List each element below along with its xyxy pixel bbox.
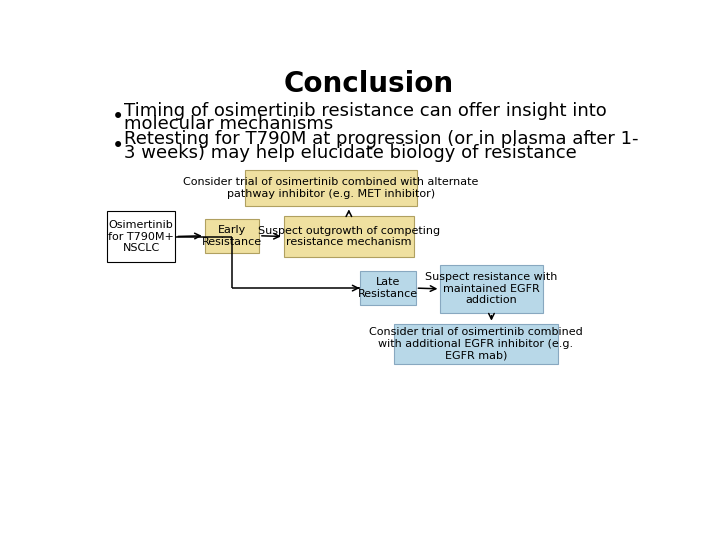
Text: Early
Resistance: Early Resistance bbox=[202, 225, 262, 247]
Text: Suspect resistance with
maintained EGFR
addiction: Suspect resistance with maintained EGFR … bbox=[426, 272, 557, 306]
Text: •: • bbox=[112, 107, 124, 127]
FancyBboxPatch shape bbox=[284, 215, 414, 257]
Text: Consider trial of osimertinib combined with alternate
pathway inhibitor (e.g. ME: Consider trial of osimertinib combined w… bbox=[184, 177, 479, 199]
FancyBboxPatch shape bbox=[394, 323, 558, 363]
Text: Conclusion: Conclusion bbox=[284, 70, 454, 98]
Text: 3 weeks) may help elucidate biology of resistance: 3 weeks) may help elucidate biology of r… bbox=[124, 144, 577, 161]
Text: Late
Resistance: Late Resistance bbox=[358, 278, 418, 299]
Text: Consider trial of osimertinib combined
with additional EGFR inhibitor (e.g.
EGFR: Consider trial of osimertinib combined w… bbox=[369, 327, 582, 360]
Text: •: • bbox=[112, 136, 124, 156]
FancyBboxPatch shape bbox=[441, 265, 543, 313]
FancyBboxPatch shape bbox=[204, 219, 259, 253]
Text: Osimertinib
for T790M+
NSCLC: Osimertinib for T790M+ NSCLC bbox=[108, 220, 174, 253]
Text: molecular mechanisms: molecular mechanisms bbox=[124, 115, 333, 133]
FancyBboxPatch shape bbox=[107, 211, 175, 262]
FancyBboxPatch shape bbox=[245, 170, 417, 206]
Text: Timing of osimertinib resistance can offer insight into: Timing of osimertinib resistance can off… bbox=[124, 102, 607, 120]
Text: Suspect outgrowth of competing
resistance mechanism: Suspect outgrowth of competing resistanc… bbox=[258, 226, 440, 247]
FancyBboxPatch shape bbox=[360, 271, 415, 305]
Text: Retesting for T790M at progression (or in plasma after 1-: Retesting for T790M at progression (or i… bbox=[124, 131, 639, 149]
